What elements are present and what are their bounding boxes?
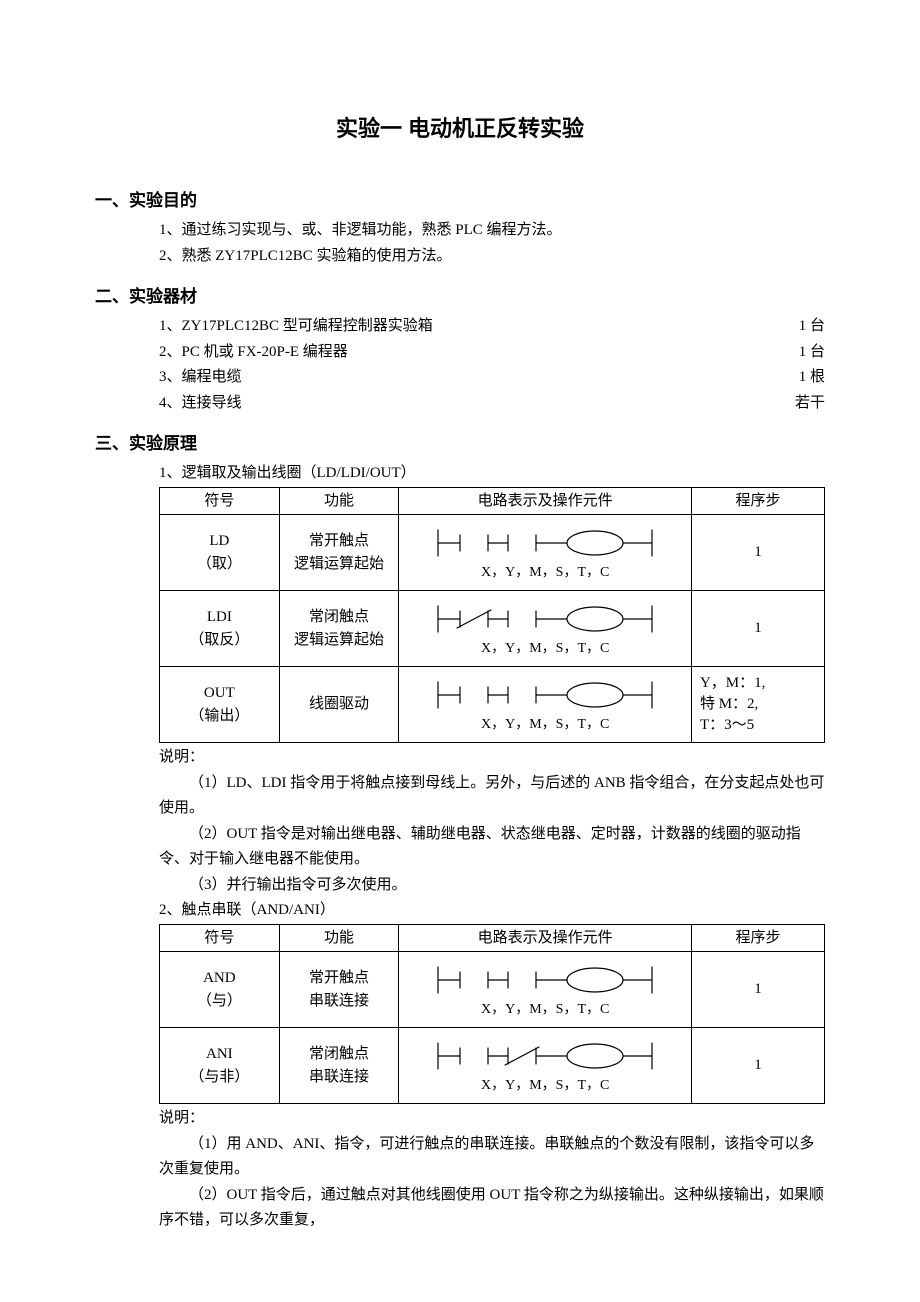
- table-2: 符号 功能 电路表示及操作元件 程序步 AND（与）常开触点串联连接X，Y，M，…: [159, 924, 825, 1105]
- circuit-label: X，Y，M，S，T，C: [403, 562, 687, 583]
- cell-circuit: X，Y，M，S，T，C: [399, 667, 692, 743]
- cell-step: 1: [691, 515, 824, 591]
- note2-2: （2）OUT 指令后，通过触点对其他线圈使用 OUT 指令称之为纵接输出。这种纵…: [95, 1183, 825, 1234]
- cell-symbol: ANI（与非）: [160, 1028, 280, 1104]
- cell-circuit: X，Y，M，S，T，C: [399, 591, 692, 667]
- sec2-item1: 1、ZY17PLC12BC 型可编程控制器实验箱: [159, 314, 433, 340]
- sec2-row3: 3、编程电缆 1 根: [95, 365, 825, 391]
- th-step: 程序步: [691, 487, 824, 515]
- table-row: LDI（取反）常闭触点逻辑运算起始X，Y，M，S，T，C1: [160, 591, 825, 667]
- circuit-label: X，Y，M，S，T，C: [403, 638, 687, 659]
- page-title: 实验一 电动机正反转实验: [95, 110, 825, 147]
- cell-func: 常开触点串联连接: [279, 952, 399, 1028]
- sec2-qty2: 1 台: [775, 340, 825, 366]
- cell-circuit: X，Y，M，S，T，C: [399, 515, 692, 591]
- sec1-item2: 2、熟悉 ZY17PLC12BC 实验箱的使用方法。: [95, 244, 825, 270]
- cell-func: 常开触点逻辑运算起始: [279, 515, 399, 591]
- circuit-label: X，Y，M，S，T，C: [403, 999, 687, 1020]
- sec3-sub1: 1、逻辑取及输出线圈（LD/LDI/OUT）: [95, 461, 825, 487]
- th-step: 程序步: [691, 924, 824, 952]
- cell-circuit: X，Y，M，S，T，C: [399, 1028, 692, 1104]
- th-func: 功能: [279, 487, 399, 515]
- th-func: 功能: [279, 924, 399, 952]
- sec2-item4: 4、连接导线: [159, 391, 242, 417]
- sec2-item3: 3、编程电缆: [159, 365, 242, 391]
- table-row: AND（与）常开触点串联连接X，Y，M，S，T，C1: [160, 952, 825, 1028]
- cell-func: 常闭触点逻辑运算起始: [279, 591, 399, 667]
- cell-symbol: OUT（输出）: [160, 667, 280, 743]
- note1-1: （1）LD、LDI 指令用于将触点接到母线上。另外，与后述的 ANB 指令组合，…: [95, 771, 825, 822]
- note1-label: 说明：: [95, 745, 825, 771]
- cell-func: 线圈驱动: [279, 667, 399, 743]
- sec2-qty1: 1 台: [775, 314, 825, 340]
- cell-symbol: AND（与）: [160, 952, 280, 1028]
- sec2-qty3: 1 根: [775, 365, 825, 391]
- section-2-heading: 二、实验器材: [95, 283, 825, 312]
- th-circuit: 电路表示及操作元件: [399, 487, 692, 515]
- sec2-row2: 2、PC 机或 FX-20P-E 编程器 1 台: [95, 340, 825, 366]
- sec2-item2: 2、PC 机或 FX-20P-E 编程器: [159, 340, 348, 366]
- section-1-heading: 一、实验目的: [95, 187, 825, 216]
- table-header-row: 符号 功能 电路表示及操作元件 程序步: [160, 487, 825, 515]
- th-circuit: 电路表示及操作元件: [399, 924, 692, 952]
- sec2-row1: 1、ZY17PLC12BC 型可编程控制器实验箱 1 台: [95, 314, 825, 340]
- th-symbol: 符号: [160, 487, 280, 515]
- sec3-sub2: 2、触点串联（AND/ANI）: [95, 898, 825, 924]
- th-symbol: 符号: [160, 924, 280, 952]
- sec2-qty4: 若干: [775, 391, 825, 417]
- table-header-row: 符号 功能 电路表示及操作元件 程序步: [160, 924, 825, 952]
- circuit-label: X，Y，M，S，T，C: [403, 714, 687, 735]
- circuit-label: X，Y，M，S，T，C: [403, 1075, 687, 1096]
- section-3-heading: 三、实验原理: [95, 430, 825, 459]
- cell-step: 1: [691, 952, 824, 1028]
- cell-step: 1: [691, 1028, 824, 1104]
- cell-func: 常闭触点串联连接: [279, 1028, 399, 1104]
- note2-label: 说明：: [95, 1106, 825, 1132]
- note1-2: （2）OUT 指令是对输出继电器、辅助继电器、状态继电器、定时器，计数器的线圈的…: [95, 822, 825, 873]
- table-row: LD（取）常开触点逻辑运算起始X，Y，M，S，T，C1: [160, 515, 825, 591]
- cell-symbol: LD（取）: [160, 515, 280, 591]
- cell-step: 1: [691, 591, 824, 667]
- table-1: 符号 功能 电路表示及操作元件 程序步 LD（取）常开触点逻辑运算起始X，Y，M…: [159, 487, 825, 744]
- note2-1: （1）用 AND、ANI、指令，可进行触点的串联连接。串联触点的个数没有限制，该…: [95, 1132, 825, 1183]
- sec1-item1: 1、通过练习实现与、或、非逻辑功能，熟悉 PLC 编程方法。: [95, 218, 825, 244]
- cell-symbol: LDI（取反）: [160, 591, 280, 667]
- cell-step: Y，M：1,特 M：2,T：3～5: [691, 667, 824, 743]
- sec2-row4: 4、连接导线 若干: [95, 391, 825, 417]
- cell-circuit: X，Y，M，S，T，C: [399, 952, 692, 1028]
- note1-3: （3）并行输出指令可多次使用。: [95, 873, 825, 899]
- table-row: ANI（与非）常闭触点串联连接X，Y，M，S，T，C1: [160, 1028, 825, 1104]
- table-row: OUT（输出）线圈驱动X，Y，M，S，T，CY，M：1,特 M：2,T：3～5: [160, 667, 825, 743]
